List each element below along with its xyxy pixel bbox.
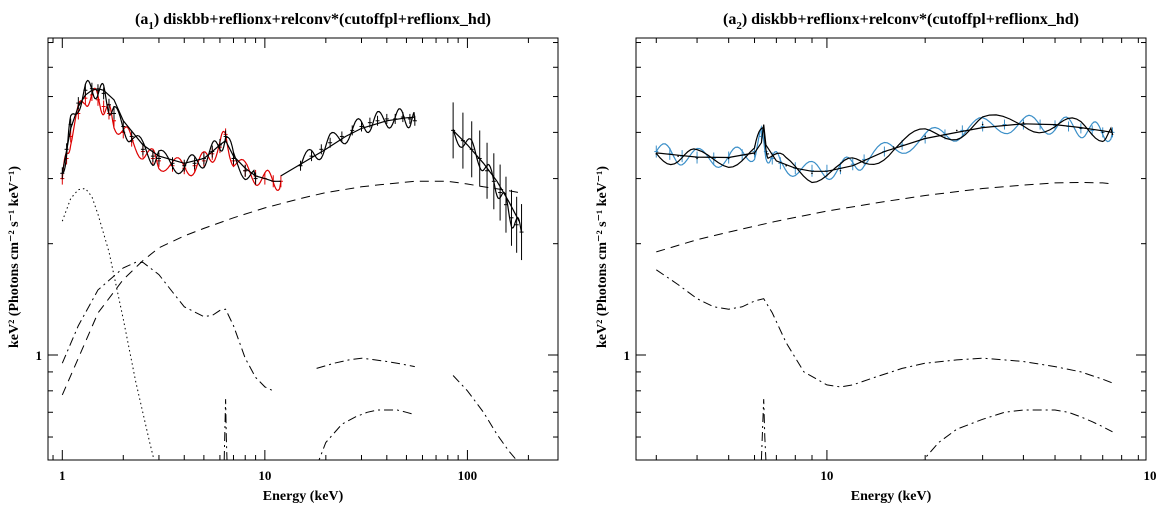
- data-trace: [301, 109, 415, 167]
- data-point: [840, 170, 842, 172]
- component-dot: [62, 189, 159, 480]
- component-dashdot: [62, 262, 273, 390]
- plot-area: [654, 115, 1114, 466]
- data-point: [1102, 132, 1104, 134]
- data-trace: [62, 88, 281, 190]
- x-axis-label: Energy (keV): [263, 489, 344, 504]
- data-point: [696, 158, 698, 160]
- x-axis-label: Energy (keV): [851, 489, 932, 504]
- component-dashdot: [656, 270, 1112, 387]
- panel-a2: (a2) diskbb+reflionx+relconv*(cutoffpl+r…: [595, 11, 1156, 504]
- data-point: [767, 153, 769, 155]
- x-tick-label: 100: [458, 468, 478, 483]
- data-point: [893, 146, 895, 148]
- component-dashdot: [761, 399, 766, 460]
- data-series: [451, 102, 523, 260]
- data-point: [924, 136, 926, 138]
- x-tick-label: 10: [258, 468, 271, 483]
- data-point: [982, 124, 984, 126]
- plot-frame: [636, 38, 1146, 460]
- title-prefix: (a: [135, 11, 148, 28]
- component-dash: [62, 181, 519, 395]
- title-suffix: ) diskbb+reflionx+relconv*(cutoffpl+refl…: [154, 11, 491, 28]
- component-dashdot: [224, 399, 227, 460]
- data-series: [60, 88, 283, 190]
- panel-title: (a1) diskbb+reflionx+relconv*(cutoffpl+r…: [135, 11, 491, 32]
- component-dashdot: [453, 376, 519, 464]
- data-point: [811, 173, 813, 175]
- plot-area: [60, 81, 523, 480]
- data-point: [1112, 134, 1114, 136]
- y-axis-label: keV² (Photons cm⁻² s⁻¹ keV⁻¹): [595, 166, 610, 348]
- x-tick-label: 10: [820, 468, 833, 483]
- data-series: [299, 109, 417, 171]
- component-dash: [656, 182, 1112, 252]
- y-axis-label: keV² (Photons cm⁻² s⁻¹ keV⁻¹): [7, 166, 22, 348]
- panel-a1: (a 1 ) diskbb+reflionx+relconv*(cutoffpl+r…: [7, 11, 558, 504]
- data-point: [956, 130, 958, 132]
- component-dashdot: [317, 410, 415, 466]
- component-dashdot: [317, 358, 415, 368]
- plot-frame: [48, 38, 558, 460]
- title-prefix: (a: [723, 11, 736, 28]
- component-dashdot: [918, 410, 1113, 466]
- panel-title: (a2) diskbb+reflionx+relconv*(cutoffpl+r…: [723, 11, 1079, 32]
- x-tick-label: 1: [59, 468, 66, 483]
- y-tick-label: 1: [624, 348, 631, 363]
- y-tick-label: 1: [36, 348, 43, 363]
- x-tick-label: 100: [1144, 468, 1156, 483]
- title-suffix: ) diskbb+reflionx+relconv*(cutoffpl+refl…: [742, 11, 1079, 28]
